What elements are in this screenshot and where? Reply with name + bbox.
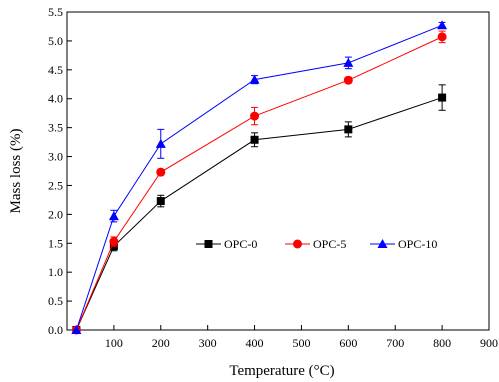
data-point: [437, 32, 447, 42]
data-point: [249, 74, 260, 84]
plot-area-border: [66, 11, 490, 331]
legend-item-opc-10: OPC-10: [370, 237, 437, 251]
y-tick-label: 3.5: [48, 121, 63, 135]
x-tick-label: 700: [386, 336, 404, 350]
data-point: [250, 135, 259, 144]
y-tick-label: 1.5: [48, 236, 63, 250]
legend-item-opc-5: OPC-5: [285, 237, 346, 251]
data-point: [250, 111, 260, 121]
y-tick-label: 3.0: [48, 150, 63, 164]
y-tick-label: 4.0: [48, 92, 63, 106]
series-layer: [71, 20, 448, 335]
x-tick-label: 300: [199, 336, 217, 350]
series-opc-10: [71, 20, 448, 334]
series-line: [75, 24, 443, 331]
x-tick-label: 400: [246, 336, 264, 350]
data-point: [156, 197, 165, 206]
x-tick-label: 500: [292, 336, 310, 350]
y-axis: 0.0 0.5 1.0 1.5 2.0 2.5 3.0 3.5 4.0 4.5 5.0 5.5: [48, 5, 72, 337]
y-tick-label: 2.5: [48, 178, 63, 192]
y-tick-label: 4.5: [48, 63, 63, 77]
series-opc-5: [71, 30, 447, 335]
y-tick-label: 5.0: [48, 34, 63, 48]
x-tick-label: 600: [339, 336, 357, 350]
x-axis: 100 200 300 400 500 600 700 800 900: [105, 325, 498, 350]
y-axis-title: Mass loss (%): [8, 128, 24, 213]
data-point: [108, 211, 119, 221]
y-tick-label: 5.5: [48, 5, 63, 19]
data-point: [71, 325, 82, 334]
y-tick-label: 0.5: [48, 294, 63, 308]
legend-label: OPC-10: [398, 237, 437, 251]
plot-frame: [66, 11, 490, 331]
y-tick-label: 1.0: [48, 265, 63, 279]
data-point: [344, 125, 353, 134]
legend-marker: [377, 239, 388, 248]
data-point: [343, 75, 353, 85]
x-tick-label: 200: [152, 336, 170, 350]
legend: OPC-0 OPC-5 OPC-10: [196, 237, 437, 251]
x-tick-label: 800: [433, 336, 451, 350]
data-point: [437, 20, 448, 30]
data-point: [438, 93, 447, 102]
x-tick-label: 100: [105, 336, 123, 350]
data-point: [155, 138, 166, 148]
legend-label: OPC-0: [224, 237, 257, 251]
x-tick-label: 900: [480, 336, 498, 350]
data-point: [343, 57, 354, 67]
series-opc-0: [72, 84, 447, 334]
x-axis-title: Temperature (°C): [229, 363, 334, 379]
y-tick-label: 2.0: [48, 207, 63, 221]
series-line: [75, 36, 443, 331]
legend-marker: [293, 239, 302, 249]
data-point: [109, 237, 119, 247]
y-tick-label: 0.0: [48, 323, 63, 337]
data-point: [156, 167, 166, 177]
legend-label: OPC-5: [313, 237, 346, 251]
legend-item-opc-0: OPC-0: [196, 237, 257, 251]
series-line: [75, 97, 443, 331]
legend-marker: [204, 240, 213, 248]
